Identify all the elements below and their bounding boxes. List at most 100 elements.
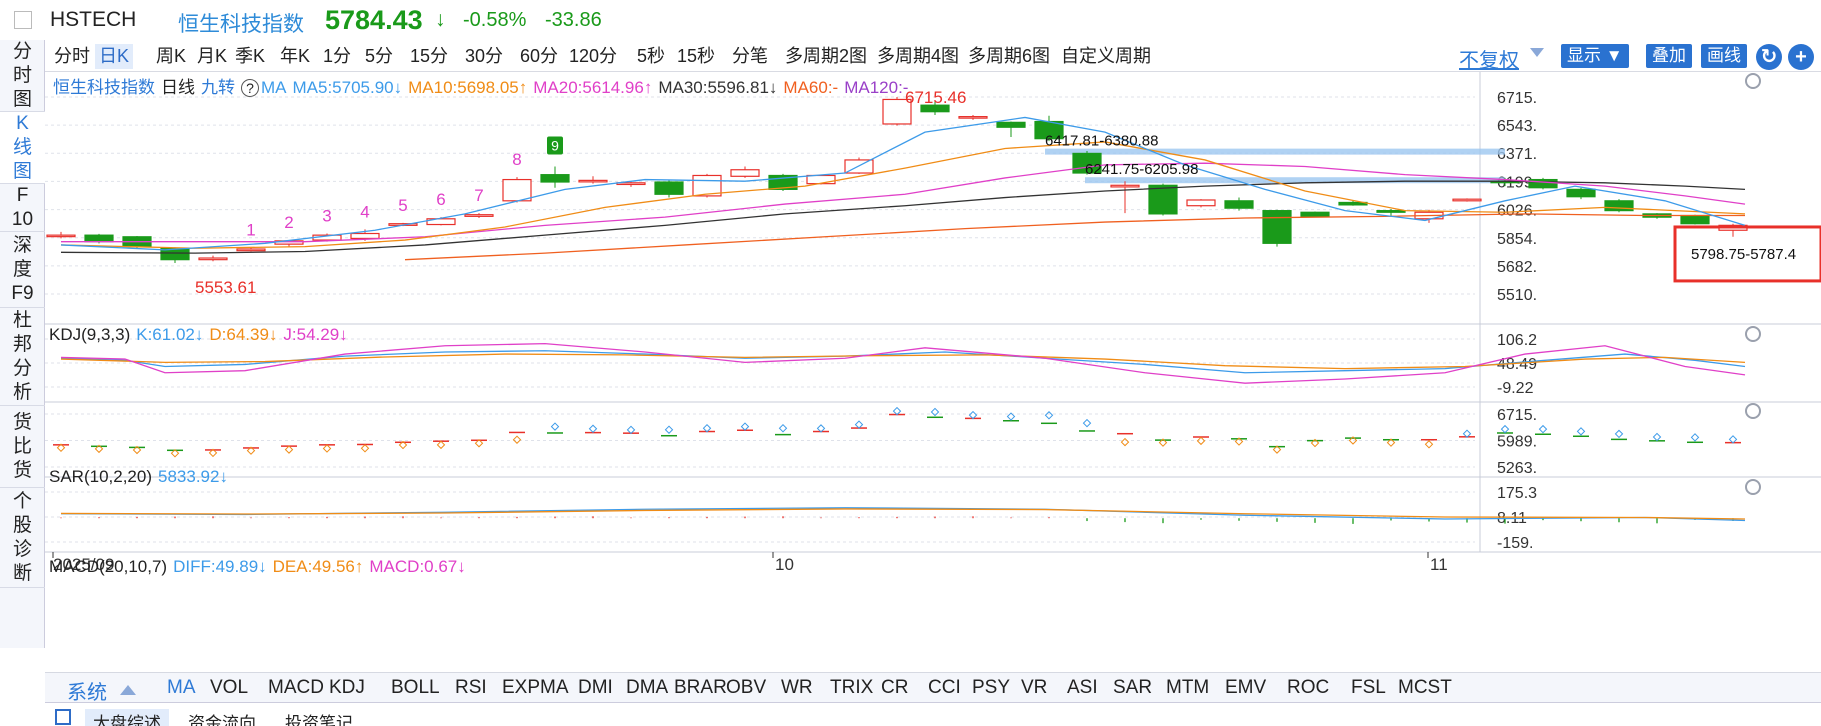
indicator-tab-dmi[interactable]: DMI bbox=[578, 677, 613, 698]
period-10[interactable]: 60分 bbox=[520, 46, 559, 66]
period-17[interactable]: 多周期6图 bbox=[968, 46, 1051, 66]
candle[interactable] bbox=[84, 234, 114, 243]
candle[interactable] bbox=[1566, 188, 1596, 198]
add-icon[interactable]: + bbox=[1788, 44, 1814, 70]
period-18[interactable]: 自定义周期 bbox=[1061, 46, 1151, 66]
indicator-tab-fsl[interactable]: FSL bbox=[1351, 677, 1386, 698]
indicator-tab-vol[interactable]: VOL bbox=[210, 677, 249, 698]
refresh-icon[interactable]: ↻ bbox=[1756, 44, 1782, 70]
candle[interactable] bbox=[1528, 178, 1558, 189]
candle[interactable] bbox=[996, 121, 1026, 128]
period-11[interactable]: 120分 bbox=[569, 46, 618, 66]
tab-f10[interactable]: F 10 bbox=[0, 184, 45, 232]
adjust-dropdown[interactable]: 不复权 bbox=[1459, 50, 1519, 72]
indicator-tab-sar[interactable]: SAR bbox=[1113, 677, 1153, 698]
indicator-tab-asi[interactable]: ASI bbox=[1067, 677, 1098, 698]
candle[interactable] bbox=[1262, 210, 1292, 244]
tab-diagnosis[interactable]: 个 股 诊 断 bbox=[0, 488, 45, 588]
kline-chart[interactable]: 6715.6543.6371.6199.6026.5854.5682.5510.… bbox=[45, 72, 1821, 648]
indicator-tab-dma[interactable]: DMA bbox=[626, 677, 669, 698]
indicator-tab-obv[interactable]: OBV bbox=[726, 677, 767, 698]
candle[interactable] bbox=[920, 104, 950, 113]
candle[interactable] bbox=[1300, 211, 1330, 217]
indicator-tab-rsi[interactable]: RSI bbox=[455, 677, 487, 698]
tab-intraday[interactable]: 分 时 图 bbox=[0, 40, 45, 112]
tab-compare[interactable]: 货 比 货 bbox=[0, 406, 45, 488]
candle[interactable] bbox=[958, 116, 988, 119]
indicator-tab-brar[interactable]: BRAR bbox=[674, 677, 727, 698]
indicator-tab-cr[interactable]: CR bbox=[881, 677, 909, 698]
period-2[interactable]: 周K bbox=[156, 46, 187, 66]
indicator-tab-trix[interactable]: TRIX bbox=[830, 677, 874, 698]
indicator-tab-emv[interactable]: EMV bbox=[1225, 677, 1267, 698]
indicator-tab-mcst[interactable]: MCST bbox=[1398, 677, 1452, 698]
indicator-tab-ma[interactable]: MA bbox=[167, 677, 196, 698]
period-6[interactable]: 1分 bbox=[323, 46, 352, 66]
candle[interactable] bbox=[882, 98, 912, 125]
gear-icon[interactable] bbox=[1745, 479, 1761, 495]
period-1[interactable]: 日K bbox=[95, 44, 134, 69]
indicator-tab-vr[interactable]: VR bbox=[1021, 677, 1048, 698]
candle[interactable] bbox=[236, 248, 266, 252]
candle[interactable] bbox=[806, 174, 836, 185]
indicator-tab-cci[interactable]: CCI bbox=[928, 677, 961, 698]
candle[interactable] bbox=[730, 169, 760, 177]
system-menu[interactable]: 系统 bbox=[67, 682, 107, 704]
period-3[interactable]: 月K bbox=[197, 46, 228, 66]
chevron-down-icon[interactable] bbox=[1530, 48, 1544, 57]
indicator-tab-boll[interactable]: BOLL bbox=[391, 677, 440, 698]
indicator-tab-psy[interactable]: PSY bbox=[972, 677, 1011, 698]
header-checkbox[interactable] bbox=[14, 11, 32, 29]
candle[interactable] bbox=[1148, 184, 1178, 215]
draw-line-button[interactable]: 画线 bbox=[1701, 44, 1747, 68]
candle[interactable] bbox=[578, 179, 608, 183]
indicator-tab-roc[interactable]: ROC bbox=[1287, 677, 1330, 698]
candle[interactable] bbox=[1452, 198, 1482, 202]
period-14[interactable]: 分笔 bbox=[732, 46, 768, 66]
candle[interactable] bbox=[1680, 214, 1710, 225]
period-12[interactable]: 5秒 bbox=[637, 46, 666, 66]
period-0[interactable]: 分时 bbox=[54, 46, 90, 66]
candle[interactable] bbox=[1186, 199, 1216, 207]
candle[interactable] bbox=[198, 257, 228, 261]
gear-icon[interactable] bbox=[1745, 326, 1761, 342]
chart-area[interactable]: 6715.6543.6371.6199.6026.5854.5682.5510.… bbox=[45, 72, 1821, 648]
tab-market-overview[interactable]: 大盘综述 bbox=[85, 709, 169, 726]
display-button[interactable]: 显示 ▼ bbox=[1561, 44, 1629, 68]
tab-dupont[interactable]: 杜 邦 分 析 bbox=[0, 308, 45, 406]
help-icon[interactable]: ? bbox=[241, 79, 259, 97]
period-4[interactable]: 季K bbox=[235, 46, 266, 66]
candle[interactable] bbox=[1376, 210, 1406, 213]
candle[interactable] bbox=[350, 232, 380, 240]
legend-index-name[interactable]: 恒生科技指数 bbox=[53, 78, 155, 97]
overlay-button[interactable]: 叠加 bbox=[1646, 44, 1692, 68]
indicator-tab-mtm[interactable]: MTM bbox=[1166, 677, 1210, 698]
tab-f9[interactable]: 深 度 F9 bbox=[0, 232, 45, 308]
minimize-icon[interactable] bbox=[55, 709, 71, 725]
candle[interactable] bbox=[502, 178, 532, 202]
candle[interactable] bbox=[1604, 200, 1634, 212]
indicator-tab-kdj[interactable]: KDJ bbox=[329, 677, 365, 698]
period-16[interactable]: 多周期4图 bbox=[877, 46, 960, 66]
candle[interactable] bbox=[46, 234, 76, 238]
indicator-tab-expma[interactable]: EXPMA bbox=[502, 677, 569, 698]
candle[interactable] bbox=[1110, 184, 1140, 188]
indicator-tab-macd[interactable]: MACD bbox=[268, 677, 324, 698]
gear-icon[interactable] bbox=[1745, 73, 1761, 89]
gear-icon[interactable] bbox=[1745, 403, 1761, 419]
candle[interactable] bbox=[654, 181, 684, 195]
period-8[interactable]: 15分 bbox=[410, 46, 449, 66]
stock-name[interactable]: 恒生科技指数 bbox=[178, 13, 304, 36]
candle[interactable] bbox=[540, 174, 570, 183]
period-7[interactable]: 5分 bbox=[365, 46, 394, 66]
period-5[interactable]: 年K bbox=[280, 46, 311, 66]
period-13[interactable]: 15秒 bbox=[677, 46, 716, 66]
candle[interactable] bbox=[464, 214, 494, 217]
indicator-tab-wr[interactable]: WR bbox=[781, 677, 813, 698]
candle[interactable] bbox=[1224, 200, 1254, 209]
tab-notes[interactable]: 投资笔记 bbox=[285, 714, 353, 726]
tab-capital-flow[interactable]: 资金流向 bbox=[188, 714, 256, 726]
chevron-up-icon[interactable] bbox=[120, 685, 136, 695]
period-15[interactable]: 多周期2图 bbox=[785, 46, 868, 66]
legend-nine-turn[interactable]: 九转 bbox=[201, 78, 235, 97]
